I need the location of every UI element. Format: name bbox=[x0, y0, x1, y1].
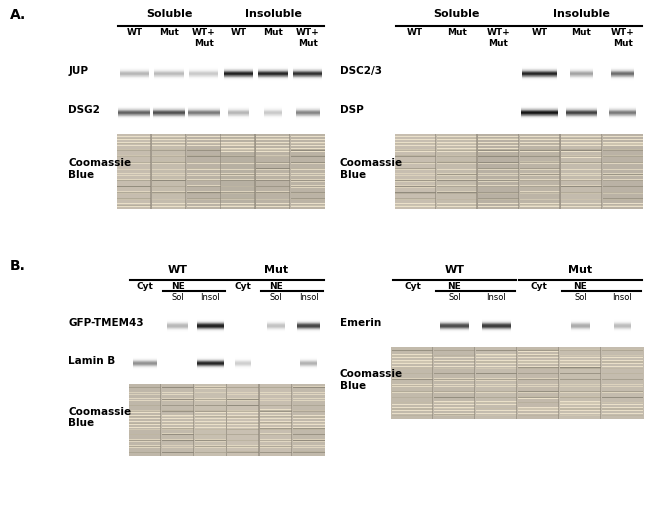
Bar bbox=[226, 384, 227, 456]
Text: Insol: Insol bbox=[201, 293, 220, 303]
Text: WT: WT bbox=[168, 265, 188, 275]
Text: WT: WT bbox=[532, 28, 548, 37]
Text: Insoluble: Insoluble bbox=[552, 9, 610, 18]
Bar bbox=[194, 384, 227, 456]
Text: WT+
Mut: WT+ Mut bbox=[296, 28, 320, 48]
Text: Soluble: Soluble bbox=[434, 9, 480, 18]
Bar bbox=[478, 134, 519, 209]
Bar bbox=[601, 347, 644, 419]
Text: NE: NE bbox=[269, 282, 283, 291]
Bar bbox=[559, 134, 560, 209]
Text: Insol: Insol bbox=[612, 293, 632, 303]
Bar bbox=[255, 134, 291, 209]
Text: DSC2/3: DSC2/3 bbox=[340, 66, 382, 76]
Text: WT: WT bbox=[126, 28, 142, 37]
Text: Insol: Insol bbox=[299, 293, 318, 303]
Bar bbox=[395, 134, 436, 209]
Text: WT+
Mut: WT+ Mut bbox=[611, 28, 634, 48]
Text: Coomassie
Blue: Coomassie Blue bbox=[68, 407, 131, 428]
Text: Cyt: Cyt bbox=[404, 282, 421, 291]
Text: Coomassie
Blue: Coomassie Blue bbox=[340, 369, 403, 391]
Text: WT+
Mut: WT+ Mut bbox=[486, 28, 510, 48]
Bar bbox=[292, 384, 325, 456]
Text: Sol: Sol bbox=[448, 293, 461, 303]
Text: Insol: Insol bbox=[487, 293, 506, 303]
Text: Soluble: Soluble bbox=[146, 9, 192, 18]
Bar bbox=[129, 384, 161, 456]
Text: Sol: Sol bbox=[172, 293, 184, 303]
Text: Mut: Mut bbox=[159, 28, 179, 37]
Text: Mut: Mut bbox=[447, 28, 467, 37]
Text: DSG2: DSG2 bbox=[68, 105, 100, 115]
Bar bbox=[517, 134, 519, 209]
Bar bbox=[289, 134, 291, 209]
Bar bbox=[291, 134, 325, 209]
Bar bbox=[291, 384, 292, 456]
Bar bbox=[601, 134, 602, 209]
Bar bbox=[193, 384, 194, 456]
Text: WT: WT bbox=[445, 265, 465, 275]
Bar bbox=[434, 347, 476, 419]
Text: DSP: DSP bbox=[340, 105, 364, 115]
Text: Lamin B: Lamin B bbox=[68, 356, 116, 366]
Text: NE: NE bbox=[448, 282, 462, 291]
Text: Sol: Sol bbox=[574, 293, 587, 303]
Text: Coomassie
Blue: Coomassie Blue bbox=[340, 158, 403, 180]
Text: WT: WT bbox=[230, 28, 246, 37]
Text: Cyt: Cyt bbox=[235, 282, 252, 291]
Bar bbox=[391, 347, 434, 419]
Bar bbox=[558, 347, 560, 419]
Bar bbox=[600, 347, 601, 419]
Bar bbox=[117, 134, 151, 209]
Text: Mut: Mut bbox=[569, 265, 593, 275]
Text: Mut: Mut bbox=[571, 28, 592, 37]
Bar bbox=[187, 134, 221, 209]
Bar bbox=[254, 134, 255, 209]
Bar bbox=[220, 134, 221, 209]
Bar bbox=[436, 134, 478, 209]
Text: Cyt: Cyt bbox=[530, 282, 547, 291]
Bar bbox=[432, 347, 434, 419]
Bar bbox=[185, 134, 187, 209]
Bar bbox=[560, 134, 602, 209]
Text: WT+
Mut: WT+ Mut bbox=[192, 28, 216, 48]
Bar bbox=[161, 384, 194, 456]
Text: NE: NE bbox=[573, 282, 588, 291]
Text: Coomassie
Blue: Coomassie Blue bbox=[68, 158, 131, 180]
Bar bbox=[560, 347, 601, 419]
Bar bbox=[475, 347, 517, 419]
Bar bbox=[519, 134, 560, 209]
Bar bbox=[150, 134, 151, 209]
Bar bbox=[516, 347, 517, 419]
Bar bbox=[259, 384, 292, 456]
Text: Mut: Mut bbox=[264, 265, 288, 275]
Bar bbox=[227, 384, 259, 456]
Text: NE: NE bbox=[171, 282, 185, 291]
Text: A.: A. bbox=[10, 8, 26, 22]
Text: Cyt: Cyt bbox=[136, 282, 153, 291]
Text: GFP-TMEM43: GFP-TMEM43 bbox=[68, 319, 144, 328]
Text: JUP: JUP bbox=[68, 66, 88, 76]
Text: Sol: Sol bbox=[270, 293, 282, 303]
Bar bbox=[434, 134, 436, 209]
Bar bbox=[221, 134, 255, 209]
Bar bbox=[474, 347, 475, 419]
Bar bbox=[151, 134, 187, 209]
Text: Emerin: Emerin bbox=[340, 319, 381, 328]
Bar bbox=[517, 347, 560, 419]
Bar bbox=[476, 134, 478, 209]
Text: Mut: Mut bbox=[263, 28, 283, 37]
Text: B.: B. bbox=[10, 259, 25, 273]
Text: WT: WT bbox=[407, 28, 423, 37]
Text: Insoluble: Insoluble bbox=[244, 9, 302, 18]
Bar bbox=[602, 134, 644, 209]
